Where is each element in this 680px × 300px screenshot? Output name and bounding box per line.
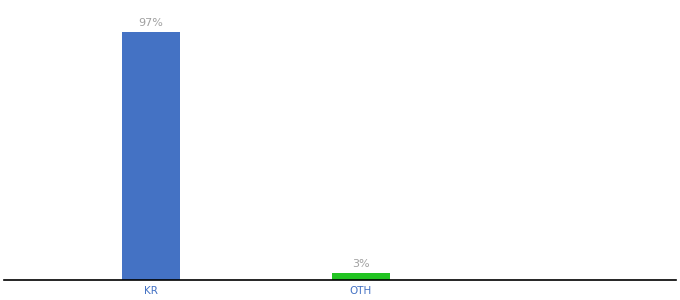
Bar [122,32,180,280]
Bar [332,273,390,280]
Text: 3%: 3% [352,259,370,269]
Text: 97%: 97% [139,19,163,28]
